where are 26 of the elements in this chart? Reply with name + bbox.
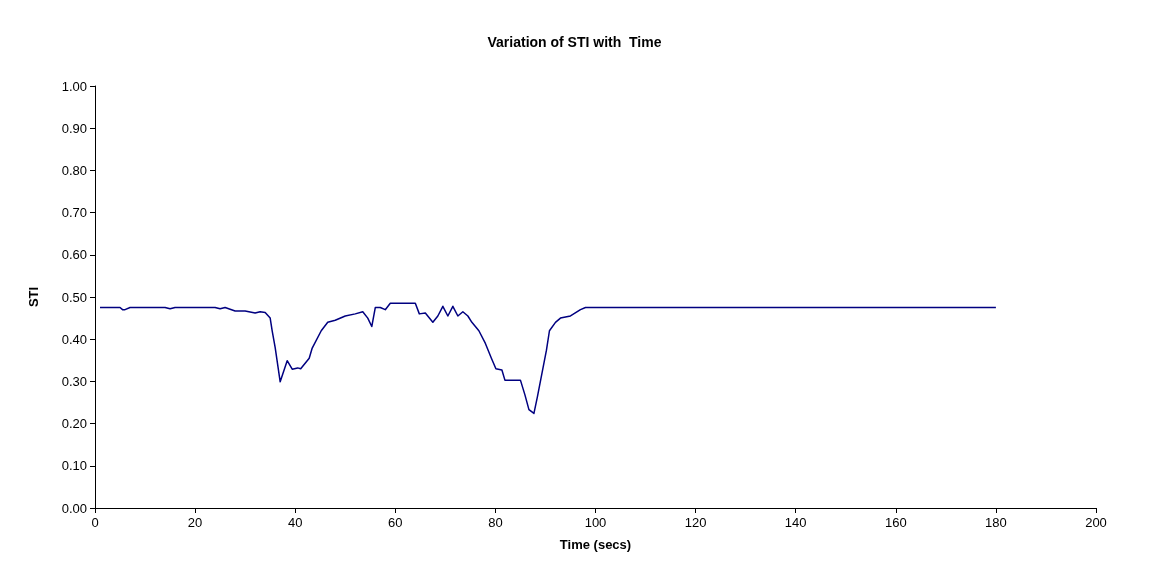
x-tick-label: 20 [187,515,203,530]
x-tick-label: 120 [684,515,707,530]
x-tick-label: 200 [1085,515,1107,530]
y-axis-title: STI [26,286,41,308]
x-tick-label: 80 [488,515,503,530]
y-tick-label: 0.90 [61,120,87,136]
x-tick-label: 60 [388,515,403,530]
x-tick-label: 40 [287,515,303,530]
y-tick-label: 0.00 [61,500,87,516]
y-tick-label: 0.40 [61,331,87,347]
x-tick-label: 100 [584,515,607,530]
x-tick-label: 160 [884,515,907,530]
x-tick-label: 140 [784,515,807,530]
line-series [99,302,997,415]
y-tick-label: 0.80 [61,162,87,178]
x-tick-label: 180 [985,515,1007,530]
y-tick-label: 0.20 [61,416,87,432]
x-axis-title: Time (secs) [559,537,632,552]
x-tick-label: 0 [91,515,99,530]
y-tick-label: 1.00 [61,78,87,94]
y-tick-label: 0.30 [61,373,87,389]
y-tick-label: 0.60 [61,247,87,263]
y-tick-label: 0.70 [61,205,87,221]
chart-title: Variation of STI with Time [487,34,662,50]
y-tick-label: 0.10 [61,458,87,474]
y-tick-label: 0.50 [61,289,87,305]
